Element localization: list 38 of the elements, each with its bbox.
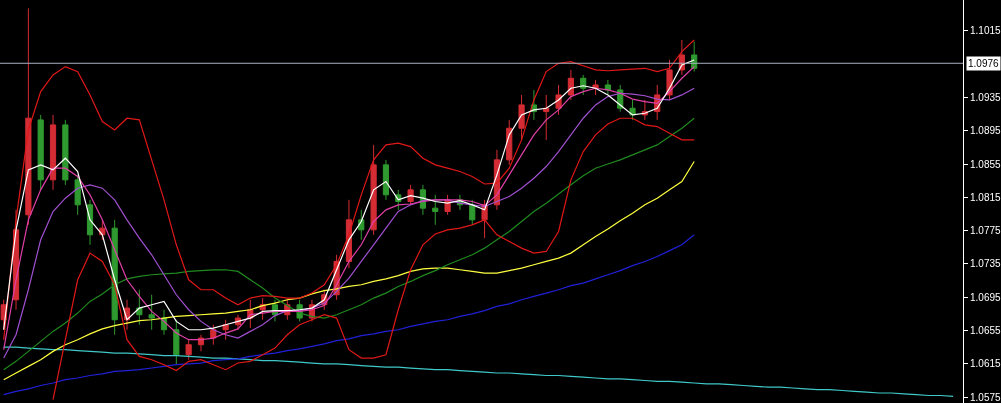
line-series — [3, 160, 695, 381]
candlestick — [370, 144, 377, 236]
y-tick-label: 1.0615 — [970, 358, 1001, 370]
y-tick-label: 1.0855 — [970, 158, 1001, 170]
candlestick — [506, 119, 513, 166]
candlestick — [543, 94, 550, 141]
y-tick-label: 1.0575 — [970, 391, 1001, 403]
candlestick — [567, 69, 574, 101]
y-tick-label: 1.0895 — [970, 125, 1001, 137]
line-series — [3, 234, 695, 396]
y-tick-label: 1.0735 — [970, 258, 1001, 270]
candlestick — [136, 289, 143, 326]
candlestick — [74, 174, 81, 216]
candlestick — [62, 119, 69, 186]
candlestick — [148, 294, 155, 331]
candlestick — [469, 199, 476, 226]
candlestick — [382, 159, 390, 201]
candlestick — [37, 114, 44, 191]
candlestick — [592, 79, 599, 96]
candlestick — [49, 114, 57, 191]
candlestick — [432, 194, 439, 226]
y-tick-label: 1.0655 — [970, 325, 1001, 337]
line-series — [52, 117, 695, 401]
y-tick-label: 1.0935 — [970, 91, 1001, 103]
candlestick — [185, 339, 192, 361]
y-tick-label: 1.1015 — [970, 25, 1001, 37]
candlestick — [173, 319, 180, 366]
candlestick — [197, 334, 205, 352]
candlestick — [25, 7, 32, 226]
y-tick-label: 1.0815 — [970, 191, 1001, 203]
candlestick — [222, 319, 229, 341]
y-tick-label: 1.0695 — [970, 291, 1001, 303]
candlestick — [604, 79, 611, 96]
ref-line-label: 1.0976 — [968, 58, 1000, 69]
line-series — [3, 346, 954, 397]
y-tick-label: 1.0775 — [970, 225, 1001, 237]
candlestick — [555, 84, 562, 116]
candlestick — [518, 94, 525, 141]
